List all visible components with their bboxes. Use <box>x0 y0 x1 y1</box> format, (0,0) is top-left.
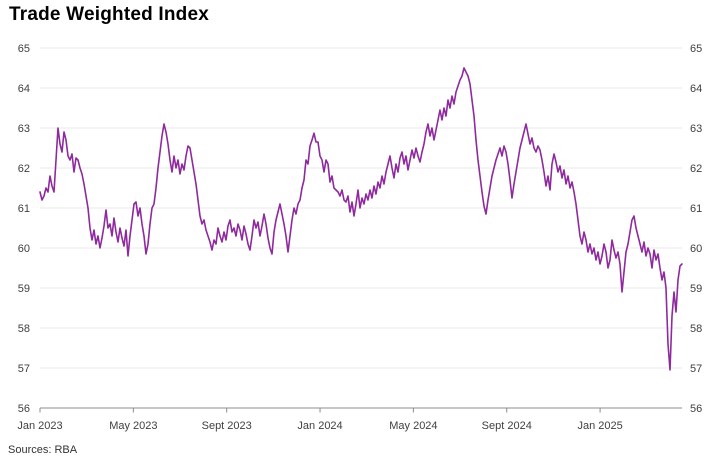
x-tick-label: May 2023 <box>109 420 157 432</box>
y-tick-label-left: 65 <box>18 43 30 55</box>
y-tick-label-right: 56 <box>690 403 702 415</box>
y-tick-label-left: 64 <box>18 83 30 95</box>
y-tick-label-right: 63 <box>690 123 702 135</box>
x-tick-label: Sept 2024 <box>482 420 532 432</box>
x-tick-label: Jan 2024 <box>297 420 342 432</box>
y-tick-label-left: 58 <box>18 323 30 335</box>
x-tick-label: May 2024 <box>389 420 437 432</box>
y-tick-label-left: 56 <box>18 403 30 415</box>
x-tick-label: Jan 2025 <box>577 420 622 432</box>
x-tick-label: Jan 2023 <box>17 420 62 432</box>
y-tick-label-right: 57 <box>690 363 702 375</box>
chart-title: Trade Weighted Index <box>9 4 210 25</box>
y-tick-label-right: 61 <box>690 203 702 215</box>
y-tick-label-left: 62 <box>18 163 30 175</box>
y-tick-label-right: 59 <box>690 283 702 295</box>
y-tick-label-left: 60 <box>18 243 30 255</box>
y-tick-label-right: 60 <box>690 243 702 255</box>
y-tick-label-left: 63 <box>18 123 30 135</box>
source-note: Sources: RBA <box>8 444 78 456</box>
y-tick-label-right: 62 <box>690 163 702 175</box>
x-tick-label: Sept 2023 <box>202 420 252 432</box>
y-tick-label-left: 59 <box>18 283 30 295</box>
y-tick-label-left: 57 <box>18 363 30 375</box>
twi-series-line <box>39 67 683 371</box>
y-tick-label-right: 58 <box>690 323 702 335</box>
y-tick-label-left: 61 <box>18 203 30 215</box>
y-tick-label-right: 64 <box>690 83 702 95</box>
y-tick-label-right: 65 <box>690 43 702 55</box>
